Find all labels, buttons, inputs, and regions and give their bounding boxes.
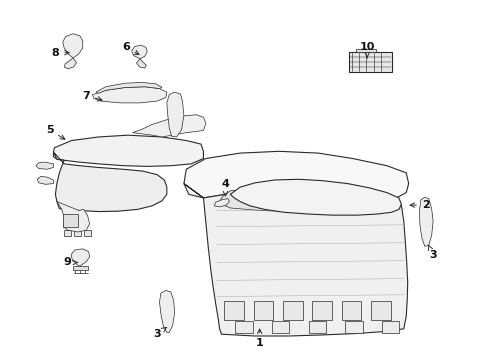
Polygon shape xyxy=(64,58,76,69)
Bar xyxy=(84,230,91,235)
Polygon shape xyxy=(220,187,367,212)
Polygon shape xyxy=(167,92,184,137)
Polygon shape xyxy=(53,152,167,212)
Bar xyxy=(254,301,273,320)
Polygon shape xyxy=(214,199,229,207)
Polygon shape xyxy=(230,179,401,215)
Bar xyxy=(345,321,363,333)
Polygon shape xyxy=(53,135,203,166)
Bar xyxy=(73,266,88,270)
Bar xyxy=(272,321,290,333)
Polygon shape xyxy=(133,115,206,137)
Bar xyxy=(356,49,376,52)
Circle shape xyxy=(273,185,315,216)
Polygon shape xyxy=(36,162,53,169)
Polygon shape xyxy=(419,197,433,246)
Text: 3: 3 xyxy=(428,245,437,260)
Polygon shape xyxy=(137,59,147,68)
Bar xyxy=(235,321,253,333)
Polygon shape xyxy=(96,82,162,93)
Polygon shape xyxy=(93,87,167,103)
Bar xyxy=(224,301,244,320)
Bar xyxy=(63,214,78,226)
Polygon shape xyxy=(57,202,90,232)
Polygon shape xyxy=(184,184,408,336)
Text: 5: 5 xyxy=(46,125,65,139)
Polygon shape xyxy=(63,34,83,58)
Text: 4: 4 xyxy=(221,179,229,196)
Bar xyxy=(382,321,399,333)
Text: 2: 2 xyxy=(410,200,430,210)
Bar xyxy=(309,321,326,333)
Text: 1: 1 xyxy=(256,329,264,348)
Polygon shape xyxy=(71,249,90,266)
Text: 9: 9 xyxy=(64,257,77,267)
Bar xyxy=(342,301,361,320)
Bar xyxy=(74,230,81,235)
Bar xyxy=(348,51,392,72)
Text: 8: 8 xyxy=(51,48,69,58)
Polygon shape xyxy=(184,151,409,198)
Bar xyxy=(283,301,303,320)
Bar xyxy=(371,301,391,320)
Text: 10: 10 xyxy=(360,42,375,58)
Polygon shape xyxy=(37,176,53,184)
Bar xyxy=(313,301,332,320)
Bar xyxy=(64,230,71,235)
Text: 6: 6 xyxy=(122,42,139,54)
Polygon shape xyxy=(132,45,147,59)
Polygon shape xyxy=(159,291,174,332)
Text: 3: 3 xyxy=(153,328,166,339)
Text: 7: 7 xyxy=(82,91,102,101)
Circle shape xyxy=(282,192,306,210)
